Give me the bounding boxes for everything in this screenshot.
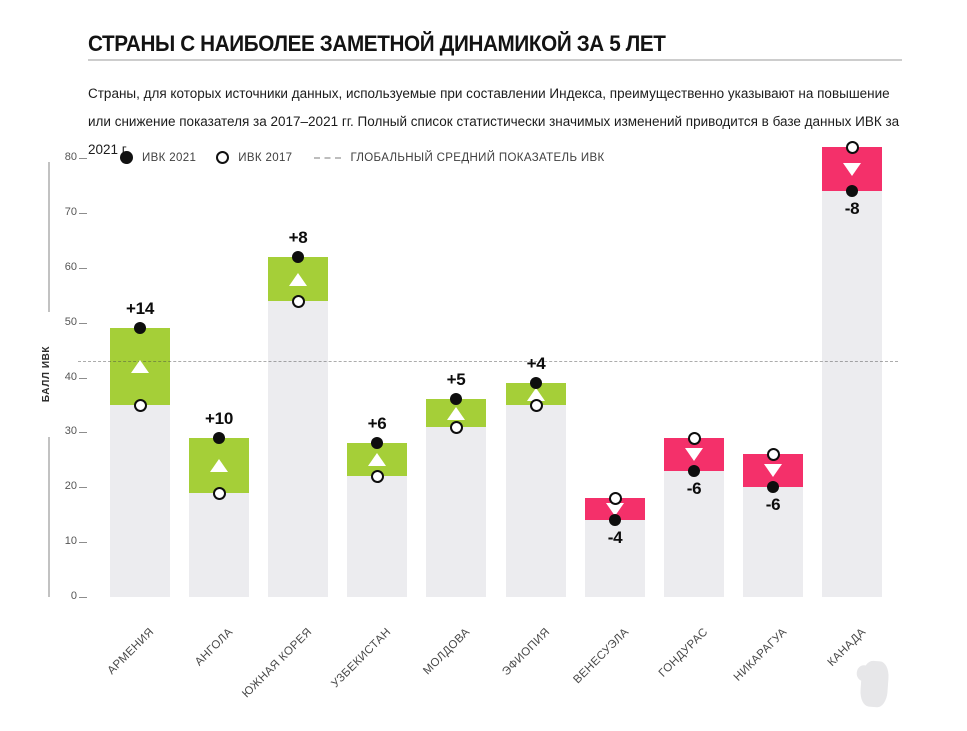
change-label: +10 — [205, 409, 233, 428]
y-tick-label: 50 — [64, 316, 77, 328]
y-tick-mark — [79, 268, 87, 269]
global-average-line — [78, 361, 898, 362]
y-tick-mark — [79, 597, 87, 598]
country-label: АРМЕНИЯ — [105, 626, 157, 678]
trend-up-triangle — [368, 453, 386, 466]
cpi-2021-marker — [846, 185, 858, 197]
dashed-line-icon — [314, 156, 342, 159]
change-label: -6 — [765, 495, 781, 514]
y-tick-label: 80 — [64, 151, 77, 163]
change-label: -8 — [844, 199, 860, 218]
cpi-2021-marker — [134, 322, 146, 334]
open-circle-icon — [216, 151, 230, 164]
change-label: -6 — [686, 479, 702, 498]
cpi-2021-marker — [371, 437, 383, 449]
trend-down-triangle — [685, 448, 703, 461]
y-tick-mark — [79, 542, 87, 543]
country-label: ЭФИОПИЯ — [500, 626, 553, 679]
trend-up-triangle — [289, 273, 307, 286]
country-label: ГОНДУРАС — [656, 626, 711, 680]
y-tick-mark — [79, 378, 87, 379]
cpi-2017-marker — [370, 469, 384, 483]
y-tick-label: 10 — [64, 535, 77, 547]
chart-legend: ИВК 2021 ИВК 2017 ГЛОБАЛЬНЫЙ СРЕДНИЙ ПОК… — [120, 151, 605, 164]
country-label: МОЛДОВА — [421, 626, 473, 678]
change-label: +5 — [446, 370, 466, 389]
y-tick-label: 30 — [64, 425, 77, 437]
cpi-2017-marker — [529, 398, 543, 412]
y-axis-line-upper — [48, 162, 50, 312]
cpi-2021-marker — [292, 251, 304, 263]
trend-up-triangle — [527, 388, 545, 401]
legend-label-global-average: ГЛОБАЛЬНЫЙ СРЕДНИЙ ПОКАЗАТЕЛЬ ИВК — [350, 151, 605, 164]
cpi-2017-marker — [212, 486, 226, 500]
y-tick-mark — [79, 213, 87, 214]
change-label: -4 — [607, 528, 623, 547]
cpi-2017-marker — [608, 491, 622, 505]
cpi-2017-marker — [766, 447, 780, 461]
country-label: УЗБЕКИСТАН — [329, 626, 394, 691]
y-tick-mark — [79, 158, 87, 159]
y-tick-label: 20 — [64, 480, 77, 492]
bar-background — [268, 257, 328, 597]
cpi-2021-marker — [530, 377, 542, 389]
legend-label-2021: ИВК 2021 — [142, 151, 197, 164]
cpi-2021-marker — [213, 432, 225, 444]
trend-up-triangle — [210, 459, 228, 472]
cpi-2017-marker — [687, 431, 701, 445]
trend-down-triangle — [764, 464, 782, 477]
cpi-2017-marker — [449, 420, 463, 434]
country-label: КАНАДА — [825, 626, 869, 669]
legend-label-2017: ИВК 2017 — [238, 151, 293, 164]
cpi-2021-marker — [688, 465, 700, 477]
y-tick-label: 60 — [64, 261, 77, 273]
cpi-2017-marker — [133, 398, 147, 412]
trend-down-triangle — [843, 163, 861, 176]
decoration-blob — [859, 660, 890, 708]
trend-up-triangle — [447, 407, 465, 420]
y-axis-line-lower — [48, 437, 50, 597]
y-tick-mark — [79, 323, 87, 324]
country-label: ЮЖНАЯ КОРЕЯ — [240, 626, 315, 701]
y-tick-mark — [79, 432, 87, 433]
cpi-2021-marker — [609, 514, 621, 526]
cpi-2017-marker — [845, 140, 859, 154]
change-label: +8 — [288, 228, 308, 247]
title-divider — [88, 59, 902, 61]
change-label: +14 — [126, 299, 154, 318]
chart-description: Страны, для которых источники данных, ис… — [88, 85, 900, 157]
cpi-2021-marker — [767, 481, 779, 493]
country-label: НИКАРАГУА — [731, 626, 790, 684]
filled-circle-icon — [120, 151, 133, 164]
y-tick-label: 70 — [64, 206, 77, 218]
y-tick-mark — [79, 487, 87, 488]
y-tick-label: 40 — [64, 371, 77, 383]
bar-background — [506, 383, 566, 597]
country-label: АНГОЛА — [193, 626, 236, 669]
cpi-2021-marker — [450, 393, 462, 405]
page-title: СТРАНЫ С НАИБОЛЕЕ ЗАМЕТНОЙ ДИНАМИКОЙ ЗА … — [88, 30, 666, 56]
cpi-2017-marker — [291, 294, 305, 308]
trend-up-triangle — [131, 360, 149, 373]
bar-background — [822, 147, 882, 597]
trend-down-triangle — [606, 503, 624, 516]
change-label: +4 — [526, 354, 546, 373]
change-label: +6 — [367, 414, 387, 433]
country-label: ВЕНЕСУЭЛА — [571, 626, 632, 687]
y-tick-label: 0 — [70, 590, 77, 602]
